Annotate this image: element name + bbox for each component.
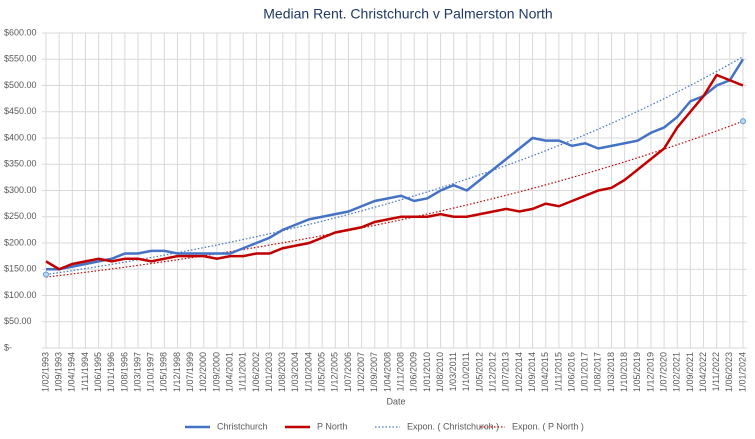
x-tick-label: 1/07/2013 (501, 352, 511, 392)
x-tick-label: 1/05/2012 (474, 352, 484, 392)
x-tick-label: 1/06/2009 (409, 352, 419, 392)
y-tick-label: $300.00 (4, 185, 37, 195)
line-series (45, 73, 744, 271)
x-tick-label: 1/02/2021 (672, 352, 682, 392)
x-tick-label: 1/01/2003 (264, 352, 274, 392)
x-tick-label: 1/08/2003 (277, 352, 287, 392)
x-tick-label: 1/11/2001 (238, 352, 248, 391)
x-tick-label: 1/11/2008 (395, 352, 405, 391)
x-tick-label: 1/08/2017 (593, 352, 603, 392)
x-tick-label: 1/07/2006 (343, 352, 353, 392)
x-tick-label: 1/03/2018 (606, 352, 616, 392)
x-tick-label: 1/10/2011 (461, 352, 471, 391)
line-series (46, 58, 745, 271)
trend-line (45, 56, 744, 276)
x-tick-label: 1/02/2014 (514, 352, 524, 392)
x-tick-label: 1/07/2020 (658, 352, 668, 392)
x-tick-label: 1/10/1997 (146, 352, 156, 392)
x-tick-label: 1/11/2015 (553, 352, 563, 391)
x-tick-label: 1/06/2016 (566, 352, 576, 392)
x-tick-label: 1/06/2023 (724, 352, 734, 392)
x-tick-label: 1/01/2024 (737, 352, 747, 392)
x-tick-label: 1/01/1996 (106, 352, 116, 392)
y-tick-label: $150.00 (4, 264, 37, 274)
y-tick-label: $50.00 (4, 316, 32, 326)
x-tick-label: 1/10/2018 (619, 352, 629, 392)
x-tick-label: 1/05/2005 (317, 352, 327, 392)
x-tick-label: 1/06/2002 (251, 352, 261, 392)
legend-label: Expon. ( Christchurch ) (407, 421, 499, 431)
x-tick-label: 1/03/2004 (290, 352, 300, 392)
x-tick-label: 1/02/1993 (40, 352, 50, 392)
x-tick-label: 1/12/1998 (172, 352, 182, 392)
y-tick-label: $600.00 (4, 27, 37, 37)
chart-title: Median Rent. Christchurch v Palmerston N… (263, 6, 552, 22)
y-tick-label: $- (4, 342, 12, 352)
x-tick-label: 1/06/1995 (93, 352, 103, 392)
trend-line (45, 120, 744, 278)
x-tick-label: 1/09/2000 (211, 352, 221, 392)
x-tick-label: 1/09/2007 (369, 352, 379, 392)
y-tick-label: $350.00 (4, 159, 37, 169)
legend-label: Expon. ( P North ) (512, 421, 584, 431)
trend-end (740, 118, 746, 125)
legend-label: Christchurch (217, 421, 268, 431)
x-tick-label: 1/04/2001 (224, 352, 234, 392)
x-axis-label: Date (386, 396, 405, 406)
x-tick-label: 1/05/2019 (632, 352, 642, 392)
x-tick-label: 1/08/2010 (435, 352, 445, 392)
trend-start (43, 271, 49, 278)
x-tick-label: 1/09/2014 (527, 352, 537, 392)
x-tick-label: 1/10/2004 (303, 352, 313, 392)
x-tick-label: 1/03/1997 (132, 352, 142, 392)
y-tick-label: $100.00 (4, 290, 37, 300)
x-tick-label: 1/02/2007 (356, 352, 366, 392)
y-tick-label: $200.00 (4, 237, 37, 247)
x-tick-label: 1/02/2000 (198, 352, 208, 392)
x-tick-label: 1/12/2005 (330, 352, 340, 392)
x-tick-label: 1/01/2010 (422, 352, 432, 392)
x-tick-label: 1/04/2008 (382, 352, 392, 392)
y-tick-label: $550.00 (4, 54, 37, 64)
y-tick-label: $250.00 (4, 211, 37, 221)
x-tick-label: 1/11/2022 (711, 352, 721, 391)
x-tick-label: 1/11/1994 (80, 352, 90, 391)
x-tick-label: 1/08/1996 (119, 352, 129, 392)
x-tick-label: 1/04/2022 (698, 352, 708, 392)
y-tick-label: $450.00 (4, 106, 37, 116)
legend-label: P North (317, 421, 347, 431)
x-tick-label: 1/03/2011 (448, 352, 458, 391)
y-tick-label: $500.00 (4, 80, 37, 90)
x-tick-label: 1/12/2019 (645, 352, 655, 392)
x-tick-label: 1/04/1994 (67, 352, 77, 392)
x-tick-label: 1/01/2017 (580, 352, 590, 392)
x-tick-label: 1/09/2021 (685, 352, 695, 392)
x-tick-label: 1/12/2012 (488, 352, 498, 392)
x-tick-label: 1/05/1998 (159, 352, 169, 392)
x-tick-label: 1/07/1999 (185, 352, 195, 392)
x-tick-label: 1/04/2015 (540, 352, 550, 392)
y-tick-label: $400.00 (4, 132, 37, 142)
x-tick-label: 1/09/1993 (54, 352, 64, 392)
